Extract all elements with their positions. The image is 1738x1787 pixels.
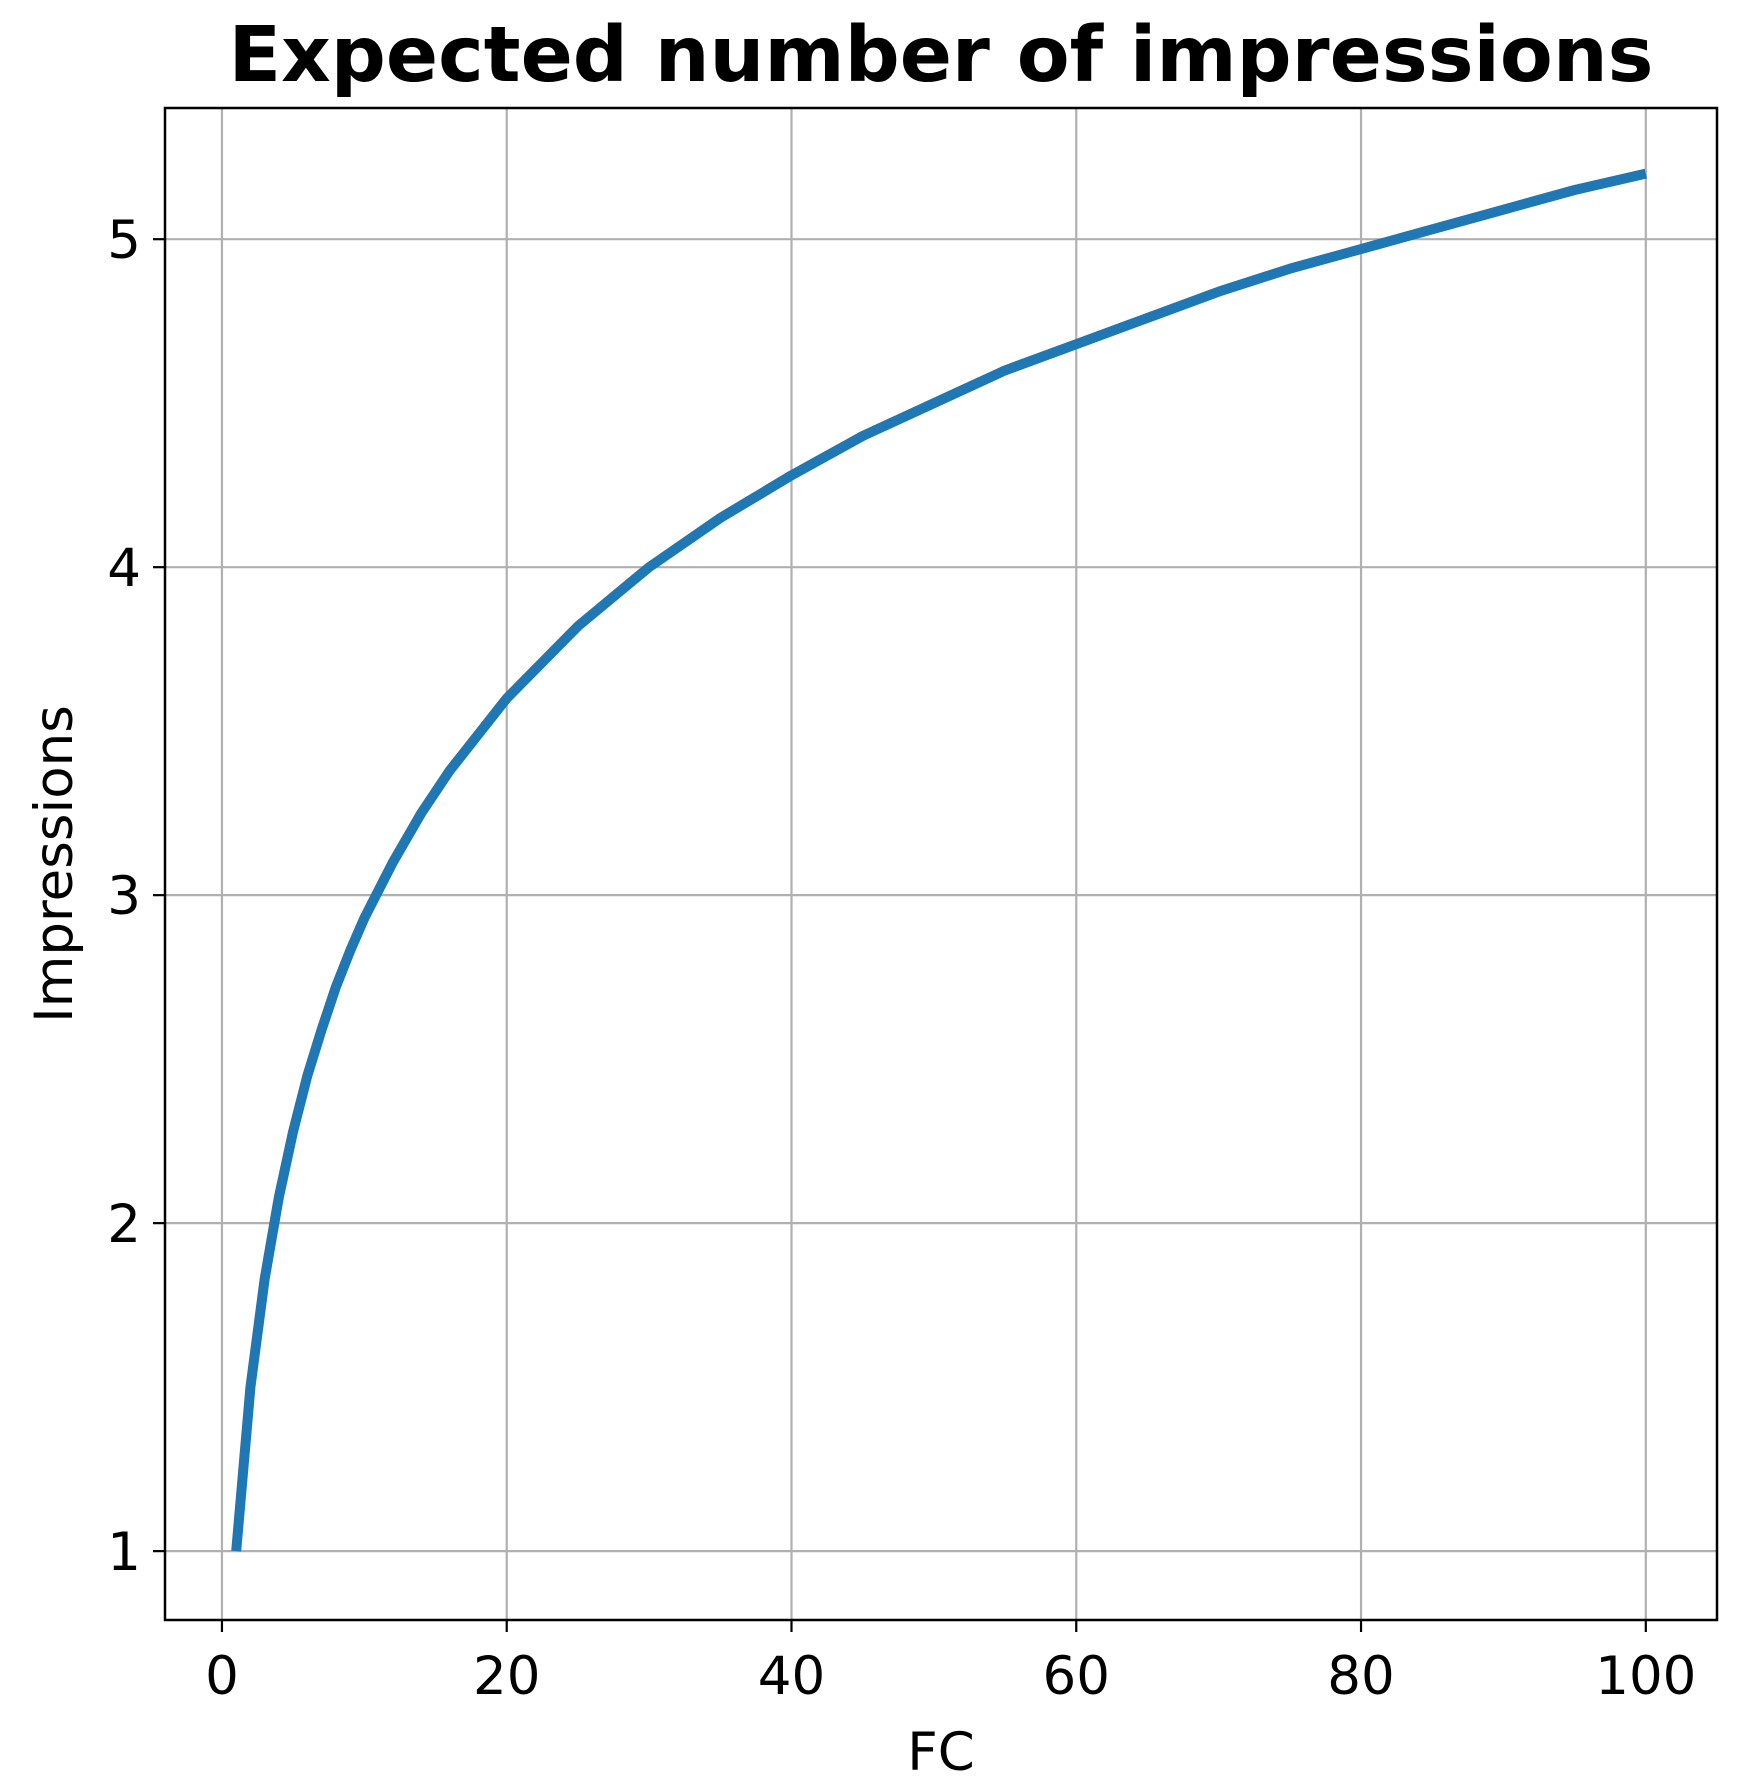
x-tick-label: 80 bbox=[1327, 1646, 1394, 1707]
series-line bbox=[231, 168, 1647, 1552]
x-tick-label: 60 bbox=[1043, 1646, 1110, 1707]
y-tick-label: 5 bbox=[107, 210, 141, 271]
plot-frame bbox=[163, 106, 1719, 1622]
series-layer bbox=[231, 168, 1647, 1552]
axis-ticks: 0 20 40 60 80 100 1 2 3 4 5 bbox=[107, 210, 1696, 1707]
y-tick-label: 4 bbox=[107, 538, 141, 599]
x-tick-label: 40 bbox=[758, 1646, 825, 1707]
x-axis-label: FC bbox=[907, 1722, 975, 1783]
y-tick-label: 3 bbox=[107, 866, 141, 927]
y-tick-label: 1 bbox=[107, 1522, 141, 1583]
chart-title: Expected number of impressions bbox=[229, 11, 1654, 100]
grid bbox=[165, 108, 1717, 1620]
x-tick-label: 20 bbox=[473, 1646, 540, 1707]
y-tick-label: 2 bbox=[107, 1194, 141, 1255]
x-tick-label: 100 bbox=[1595, 1646, 1696, 1707]
y-axis-label: Impressions bbox=[24, 705, 85, 1023]
x-tick-label: 0 bbox=[205, 1646, 239, 1707]
